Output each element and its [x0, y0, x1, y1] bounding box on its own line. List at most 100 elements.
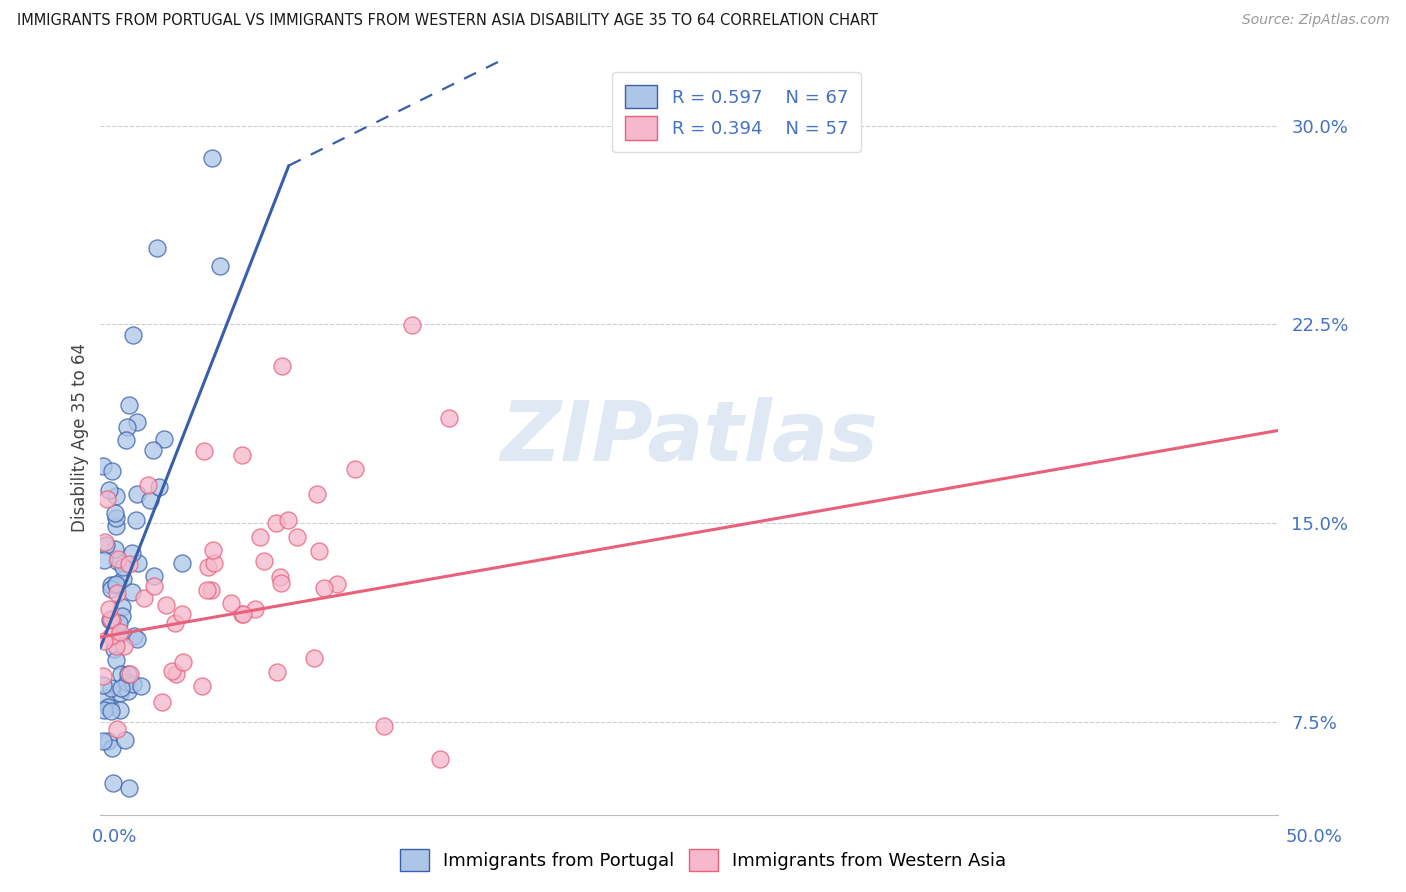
Point — [219, 596, 242, 610]
Point — [127, 415, 149, 429]
Y-axis label: Disability Age 35 to 64: Disability Age 35 to 64 — [72, 343, 89, 532]
Point — [172, 607, 194, 622]
Point — [197, 560, 219, 574]
Point — [142, 579, 165, 593]
Point — [326, 576, 349, 591]
Point — [105, 722, 128, 736]
Point — [104, 541, 127, 556]
Point — [132, 591, 155, 606]
Point — [136, 478, 159, 492]
Point — [104, 519, 127, 533]
Point — [202, 542, 225, 557]
Point — [91, 678, 114, 692]
Legend: Immigrants from Portugal, Immigrants from Western Asia: Immigrants from Portugal, Immigrants fro… — [392, 842, 1014, 879]
Point — [108, 616, 131, 631]
Point — [97, 483, 120, 498]
Point — [243, 602, 266, 616]
Point — [111, 559, 134, 574]
Point — [105, 577, 128, 591]
Point — [129, 680, 152, 694]
Point — [93, 535, 115, 549]
Point — [93, 634, 115, 648]
Point — [122, 327, 145, 342]
Point — [103, 642, 125, 657]
Point — [305, 486, 328, 500]
Point — [105, 653, 128, 667]
Text: 50.0%: 50.0% — [1286, 828, 1343, 846]
Point — [249, 530, 271, 544]
Point — [114, 732, 136, 747]
Point — [277, 513, 299, 527]
Point — [118, 399, 141, 413]
Point — [193, 444, 215, 458]
Point — [201, 151, 224, 165]
Point — [105, 489, 128, 503]
Point — [200, 582, 222, 597]
Point — [91, 734, 114, 748]
Point — [111, 572, 134, 586]
Point — [232, 607, 254, 621]
Point — [94, 691, 117, 706]
Point — [165, 667, 187, 681]
Point — [231, 448, 253, 462]
Point — [115, 675, 138, 690]
Point — [266, 665, 288, 680]
Point — [112, 639, 135, 653]
Point — [108, 625, 131, 640]
Point — [122, 629, 145, 643]
Point — [91, 669, 114, 683]
Point — [100, 578, 122, 592]
Point — [100, 612, 122, 626]
Point — [104, 577, 127, 591]
Point — [111, 599, 134, 614]
Point — [270, 359, 292, 373]
Point — [125, 513, 148, 527]
Point — [118, 557, 141, 571]
Point — [308, 543, 330, 558]
Text: ZIPatlas: ZIPatlas — [501, 397, 879, 477]
Point — [104, 639, 127, 653]
Text: Source: ZipAtlas.com: Source: ZipAtlas.com — [1241, 13, 1389, 28]
Point — [111, 609, 134, 624]
Point — [302, 651, 325, 665]
Point — [127, 557, 149, 571]
Point — [152, 433, 174, 447]
Point — [97, 700, 120, 714]
Point — [94, 538, 117, 552]
Point — [121, 546, 143, 560]
Point — [101, 775, 124, 789]
Point — [91, 458, 114, 473]
Point — [117, 666, 139, 681]
Point — [165, 616, 187, 631]
Point — [98, 698, 121, 713]
Point — [93, 703, 115, 717]
Point — [269, 570, 291, 584]
Point — [155, 598, 177, 612]
Point — [125, 632, 148, 647]
Text: 0.0%: 0.0% — [91, 828, 136, 846]
Point — [160, 664, 183, 678]
Point — [115, 419, 138, 434]
Point — [142, 442, 165, 457]
Point — [285, 530, 308, 544]
Point — [100, 704, 122, 718]
Point — [117, 780, 139, 795]
Legend: R = 0.597    N = 67, R = 0.394    N = 57: R = 0.597 N = 67, R = 0.394 N = 57 — [612, 72, 860, 153]
Point — [148, 480, 170, 494]
Point — [104, 506, 127, 520]
Point — [101, 740, 124, 755]
Point — [96, 492, 118, 507]
Point — [195, 582, 218, 597]
Point — [120, 666, 142, 681]
Point — [270, 575, 292, 590]
Point — [437, 411, 460, 425]
Point — [100, 629, 122, 643]
Point — [108, 703, 131, 717]
Point — [253, 553, 276, 567]
Point — [170, 556, 193, 570]
Point — [150, 695, 173, 709]
Text: IMMIGRANTS FROM PORTUGAL VS IMMIGRANTS FROM WESTERN ASIA DISABILITY AGE 35 TO 64: IMMIGRANTS FROM PORTUGAL VS IMMIGRANTS F… — [17, 13, 877, 29]
Point — [107, 552, 129, 566]
Point — [110, 666, 132, 681]
Point — [146, 241, 169, 255]
